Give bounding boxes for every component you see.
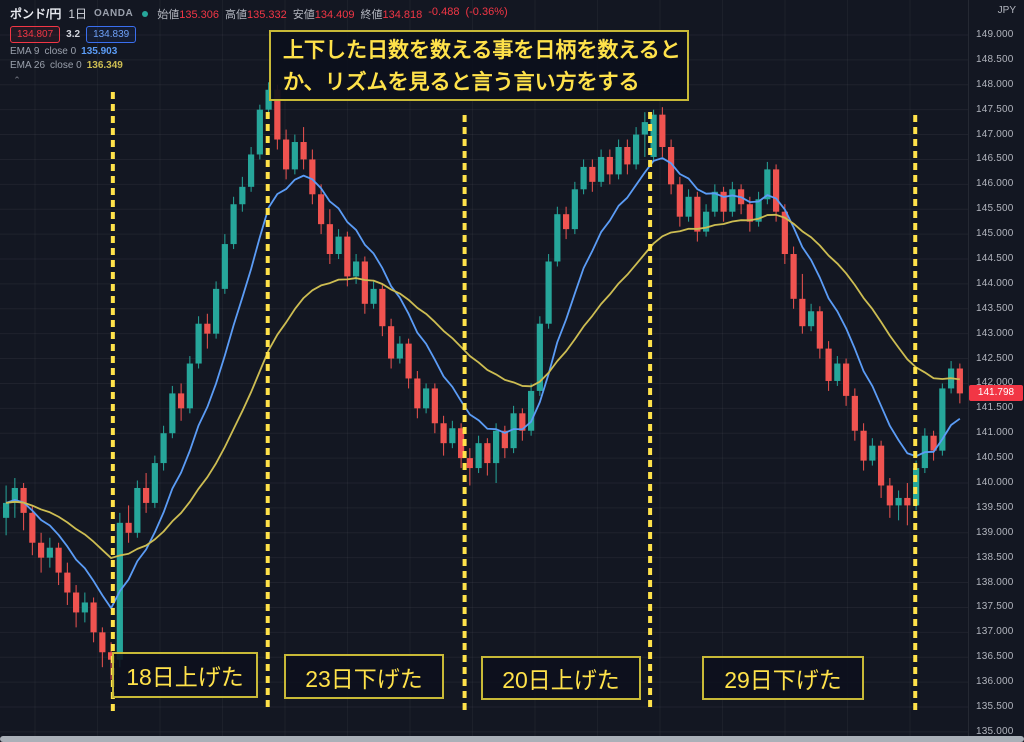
phase-label[interactable]: 18日上げた bbox=[112, 652, 258, 698]
y-axis-tick: 142.000 bbox=[976, 377, 1014, 389]
y-axis-tick: 145.500 bbox=[976, 203, 1014, 215]
y-axis-tick: 137.000 bbox=[976, 626, 1014, 638]
y-axis-tick: 139.500 bbox=[976, 501, 1014, 513]
y-axis-tick: 142.500 bbox=[976, 352, 1014, 364]
currency-scale-label[interactable]: JPY bbox=[998, 5, 1016, 16]
close-value: 134.818 bbox=[382, 8, 423, 21]
ema9-value: 135.903 bbox=[81, 46, 118, 57]
change-percent: (-0.36%) bbox=[465, 5, 508, 18]
annotation-note[interactable]: 上下した日数を数える事を日柄を数えると か、リズムを見ると言う言い方をする bbox=[269, 30, 689, 101]
y-axis-tick: 147.000 bbox=[976, 128, 1014, 140]
y-axis-tick: 138.000 bbox=[976, 576, 1014, 588]
open-label: 始値 bbox=[157, 8, 180, 21]
horizontal-scrollbar[interactable] bbox=[0, 736, 1024, 742]
y-axis-tick: 136.500 bbox=[976, 651, 1014, 663]
high-label: 高値 bbox=[224, 8, 247, 21]
y-axis-tick: 140.000 bbox=[976, 477, 1014, 488]
high-value: 135.332 bbox=[246, 8, 287, 21]
currency-code: JPY bbox=[997, 5, 1016, 16]
chart-legend: ポンド/円 1日 OANDA 始値135.306 高値135.332 安値134… bbox=[10, 5, 508, 86]
indicator-ema9[interactable]: EMA 9 close 0 135.903 bbox=[10, 46, 508, 57]
ema26-params: close 0 bbox=[50, 60, 82, 71]
symbol-name[interactable]: ポンド/円 bbox=[10, 7, 62, 21]
exchange-name[interactable]: OANDA bbox=[94, 8, 134, 19]
annotation-line2: か、リズムを見ると言う言い方をする bbox=[283, 70, 640, 94]
indicator-ema26[interactable]: EMA 26 close 0 136.349 bbox=[10, 60, 508, 71]
y-axis-tick: 143.500 bbox=[976, 302, 1014, 314]
y-axis-tick: 135.500 bbox=[976, 701, 1014, 712]
change-value: -0.488 bbox=[428, 5, 460, 18]
y-axis-tick: 146.000 bbox=[976, 178, 1014, 190]
sell-bid-button[interactable]: 134.807 bbox=[10, 26, 61, 43]
phase-label[interactable]: 23日下げた bbox=[284, 654, 444, 699]
price-axis[interactable]: 149.000 148.500 148.000 147.500 147.000 146.5… bbox=[968, 0, 1024, 742]
y-axis-tick: 144.500 bbox=[976, 252, 1014, 264]
y-axis-tick: 137.500 bbox=[976, 601, 1014, 613]
y-axis-tick: 149.000 bbox=[976, 28, 1014, 40]
low-label: 安値 bbox=[292, 8, 315, 21]
spread-value: 3.2 bbox=[66, 29, 81, 40]
annotation-line1: 上下した日数を数える事を日柄を数えると bbox=[283, 39, 681, 62]
current-price-label: 141.798 bbox=[969, 385, 1023, 402]
phase-label[interactable]: 29日下げた bbox=[702, 656, 864, 700]
y-axis-tick: 143.000 bbox=[976, 327, 1014, 339]
ema9-label: EMA 9 bbox=[10, 46, 40, 57]
ema26-value: 136.349 bbox=[86, 60, 123, 71]
phase-label[interactable]: 20日上げた bbox=[481, 656, 641, 700]
buy-ask-button[interactable]: 134.839 bbox=[86, 26, 137, 43]
y-axis-tick: 144.000 bbox=[976, 277, 1014, 289]
y-axis-tick: 136.000 bbox=[976, 676, 1014, 688]
y-axis-tick: 141.500 bbox=[976, 402, 1014, 414]
interval-selector[interactable]: 1日 bbox=[68, 7, 88, 21]
y-axis-tick: 146.500 bbox=[976, 153, 1014, 165]
y-axis-tick: 135.000 bbox=[976, 725, 1014, 737]
ema9-params: close 0 bbox=[44, 46, 77, 57]
close-label: 終値 bbox=[360, 8, 383, 21]
y-axis-tick: 147.500 bbox=[976, 103, 1014, 115]
y-axis-tick: 148.500 bbox=[976, 53, 1014, 65]
open-value: 135.306 bbox=[179, 8, 219, 21]
y-axis-tick: 148.000 bbox=[976, 78, 1014, 90]
collapse-chevron-icon[interactable]: ⌃ bbox=[13, 75, 21, 85]
y-axis-tick: 141.000 bbox=[976, 427, 1014, 439]
market-status-icon bbox=[142, 10, 149, 17]
y-axis-tick: 138.500 bbox=[976, 551, 1014, 563]
low-value: 134.409 bbox=[314, 8, 355, 21]
ema26-label: EMA 26 bbox=[10, 60, 46, 71]
y-axis-tick: 139.000 bbox=[976, 526, 1014, 538]
y-axis-tick: 140.500 bbox=[976, 452, 1014, 464]
ohlc-values: 始値135.306 高値135.332 安値134.409 終値134.818 … bbox=[157, 6, 507, 22]
y-axis-tick: 145.000 bbox=[976, 228, 1014, 240]
